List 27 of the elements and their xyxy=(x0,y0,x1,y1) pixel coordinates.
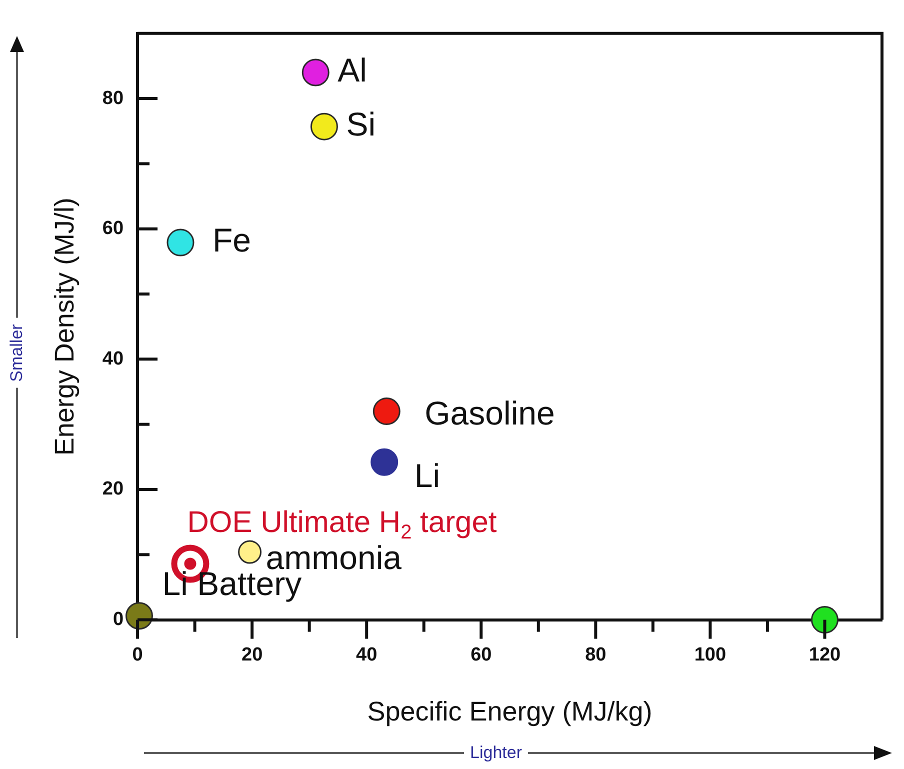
x-tick-label: 80 xyxy=(585,644,606,666)
x-tick-label: 40 xyxy=(356,644,378,666)
point xyxy=(302,58,330,86)
point xyxy=(372,398,400,426)
y-tick-label: 0 xyxy=(112,609,124,630)
y-tick-label: 80 xyxy=(102,88,124,109)
point xyxy=(810,606,838,634)
y-tick-label: 40 xyxy=(102,348,124,370)
y-axis-title: Energy Density (MJ/l) xyxy=(50,198,80,456)
annotation: Al xyxy=(338,52,367,89)
x-tick-label: 20 xyxy=(241,644,263,666)
point xyxy=(370,448,398,476)
point xyxy=(310,112,338,140)
x-tick-label: 0 xyxy=(132,644,143,666)
x-tick-label: 100 xyxy=(694,644,726,666)
annotation: Gasoline xyxy=(424,394,555,432)
text: Smaller xyxy=(7,318,27,388)
annotation: Si xyxy=(346,106,376,143)
x-axis-title: Specific Energy (MJ/kg) xyxy=(367,696,652,726)
y-tick-label: 60 xyxy=(102,218,124,240)
x-tick-label: 120 xyxy=(808,644,841,666)
text: Lighter xyxy=(464,743,528,763)
x-tick-label: 60 xyxy=(470,644,492,666)
y-tick-label: 20 xyxy=(102,478,124,500)
annotation: Li xyxy=(414,457,440,494)
point xyxy=(166,228,194,256)
annotation: Fe xyxy=(212,222,251,259)
